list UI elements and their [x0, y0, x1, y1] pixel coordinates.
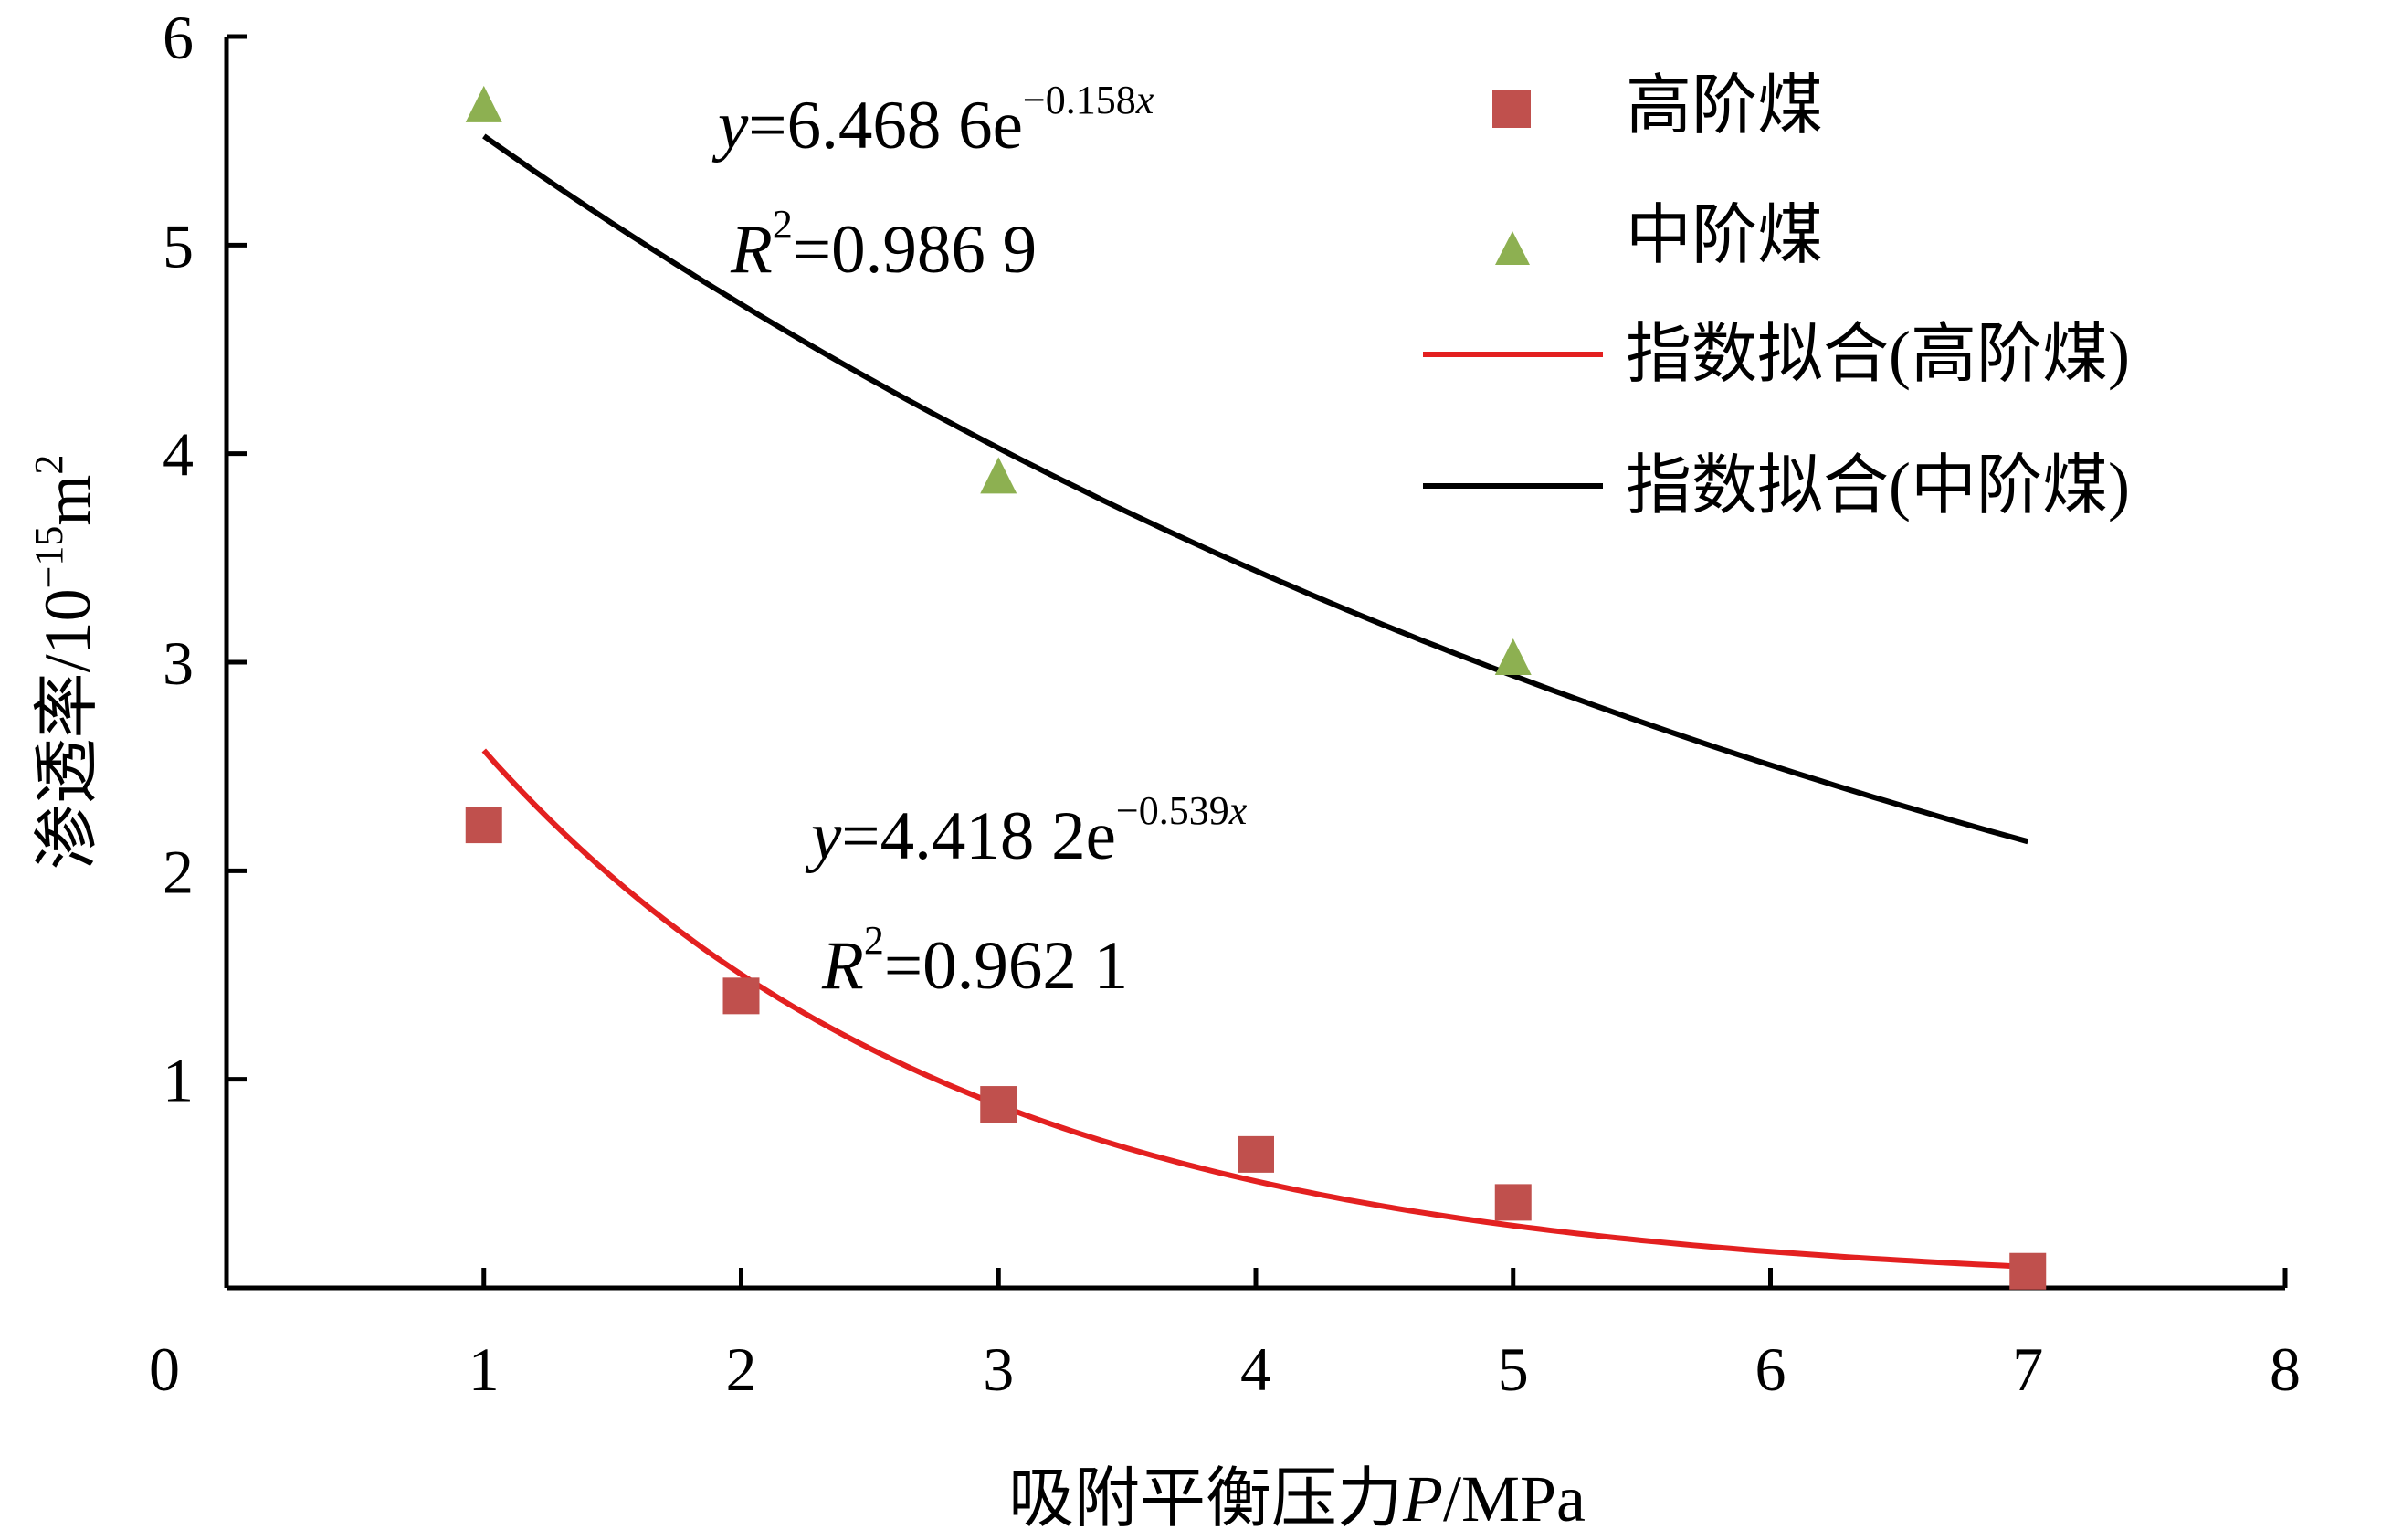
data-markers	[465, 85, 2047, 1290]
equation-mid-rank-r2: R2=0.986 9	[730, 202, 1037, 288]
y-tick-label: 2	[163, 837, 194, 906]
fit-curve-high-rank	[481, 748, 2028, 1270]
legend-label-mid-rank: 中阶煤	[1626, 199, 1823, 272]
y-tick-label: 4	[163, 420, 194, 490]
data-point-high-rank	[722, 977, 760, 1015]
legend-marker-mid-rank	[1495, 231, 1530, 265]
equation-mid-rank-formula: y=6.468 6e−0.158x	[711, 78, 1154, 163]
data-point-high-rank	[465, 807, 502, 844]
x-ticks: 0 1 2 3 4 5 6 7 8	[149, 1268, 2301, 1404]
x-tick-label: 6	[1755, 1334, 1786, 1404]
x-tick-label: 0	[149, 1334, 180, 1404]
equation-high-rank-formula: y=4.418 2e−0.539x	[805, 788, 1248, 874]
x-tick-label: 4	[1240, 1334, 1271, 1404]
x-tick-label: 7	[2012, 1334, 2043, 1404]
x-tick-label: 2	[726, 1334, 757, 1404]
y-axis-title: 渗透率/10−15m2	[26, 455, 104, 870]
x-tick-label: 3	[983, 1334, 1014, 1404]
y-ticks: 1 2 3 4 5 6	[163, 3, 247, 1115]
x-tick-label: 8	[2270, 1334, 2301, 1404]
fit-curves	[481, 133, 2029, 1270]
fit-curve-mid-rank	[482, 133, 2029, 845]
equation-mid-rank: y=6.468 6e−0.158x R2=0.986 9	[711, 78, 1154, 288]
data-point-high-rank	[2009, 1252, 2047, 1290]
x-axis-title: 吸附平衡压力P/MPa	[1008, 1462, 1586, 1535]
y-tick-label: 3	[163, 628, 194, 698]
legend: 高阶煤 中阶煤 指数拟合(高阶煤) 指数拟合(中阶煤)	[1423, 69, 2130, 522]
equation-high-rank-r2: R2=0.962 1	[821, 918, 1128, 1004]
data-point-mid-rank	[1494, 638, 1532, 675]
y-tick-label: 6	[163, 3, 194, 72]
legend-marker-high-rank	[1492, 90, 1531, 128]
data-point-high-rank	[1238, 1135, 1274, 1173]
legend-label-high-rank-fit: 指数拟合(高阶煤)	[1626, 318, 2130, 391]
data-point-high-rank	[980, 1086, 1017, 1123]
legend-label-mid-rank-fit: 指数拟合(中阶煤)	[1626, 449, 2130, 522]
y-tick-label: 1	[163, 1046, 194, 1115]
legend-label-high-rank: 高阶煤	[1626, 69, 1823, 142]
data-point-high-rank	[1494, 1184, 1532, 1221]
axes	[224, 37, 2285, 1291]
x-tick-label: 1	[469, 1334, 500, 1404]
equation-high-rank: y=4.418 2e−0.539x R2=0.962 1	[805, 788, 1248, 1004]
x-tick-label: 5	[1498, 1334, 1529, 1404]
data-point-mid-rank	[465, 85, 502, 122]
y-tick-label: 5	[163, 211, 194, 280]
data-point-mid-rank	[980, 457, 1017, 494]
